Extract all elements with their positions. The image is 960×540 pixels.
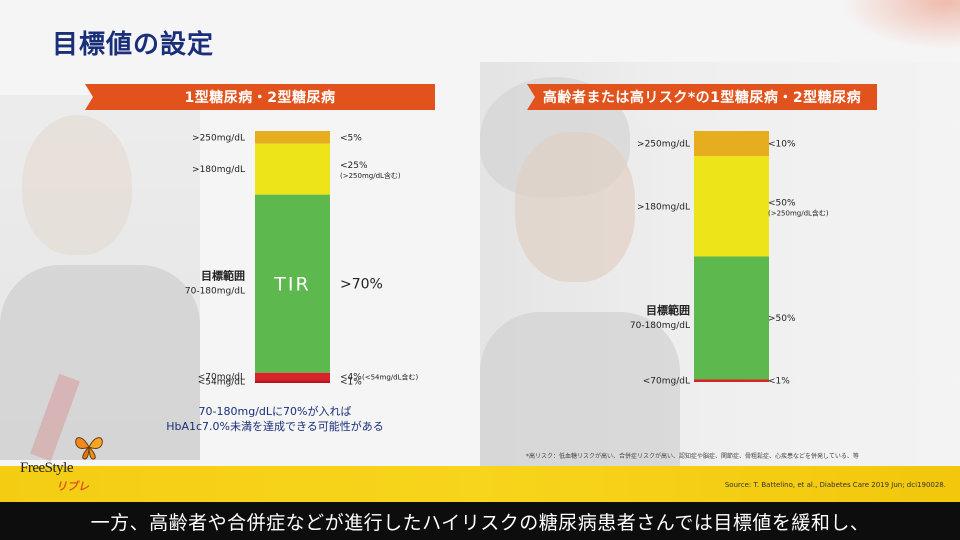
video-subtitle: 一方、高齢者や合併症などが進行したハイリスクの糖尿病患者さんでは目標値を緩和し、 xyxy=(0,502,960,540)
bar-segment-0-0 xyxy=(255,131,330,144)
bar-segment-0-1 xyxy=(255,143,330,195)
chart-left-title: 1型糖尿病・2型糖尿病 xyxy=(85,84,435,110)
bar-segment-1-3 xyxy=(694,379,769,382)
target-note-1-1: (>250mg/dL含む) xyxy=(768,208,829,217)
target-label-0-0: <5% xyxy=(340,133,362,143)
range-label-0-2: 目標範囲 xyxy=(201,269,245,283)
target-label-1-0: <10% xyxy=(768,140,796,150)
range-label-1-2: 目標範囲 xyxy=(646,303,690,317)
range-label-sub-0-2: 70-180mg/dL xyxy=(185,287,245,297)
target-label-0-4: <1% xyxy=(340,378,362,388)
range-label-1-3: <70mg/dL xyxy=(643,377,690,387)
range-label-0-3: <70mg/dL xyxy=(198,373,245,383)
range-label-0-1: >180mg/dL xyxy=(192,165,245,175)
bar-label-0-2: TIR xyxy=(273,274,310,296)
photo-face xyxy=(515,132,635,282)
target-label-1-1: <50% xyxy=(768,198,796,208)
tir-note-line2: HbA1c7.0%未満を達成できる可能性がある xyxy=(166,420,384,433)
page-title: 目標値の設定 xyxy=(52,30,215,60)
target-label-0-2: >70% xyxy=(340,277,383,293)
corner-glow xyxy=(840,0,960,50)
photo-suit xyxy=(0,265,200,460)
logo-subtext: リブレ xyxy=(56,480,89,493)
tir-note-line1: 70-180mg/dLに70%が入れば xyxy=(198,405,352,418)
footer-band xyxy=(0,466,960,502)
range-label-1-0: >250mg/dL xyxy=(637,140,690,150)
target-label-0-1: <25% xyxy=(340,161,368,171)
bar-segment-0-4 xyxy=(255,380,330,383)
high-risk-footnote: *高リスク：低血糖リスクが高い、合併症リスクが高い、認知症や脳症、関節症、骨粗鬆… xyxy=(526,453,859,460)
target-note-0-3: (<54mg/dL含む) xyxy=(362,373,418,382)
target-label-1-3: <1% xyxy=(768,377,790,387)
freestyle-libre-logo: FreeStyle リブレ xyxy=(20,437,103,493)
range-label-1-1: >180mg/dL xyxy=(637,202,690,212)
bar-segment-1-0 xyxy=(694,131,769,157)
photo-businessman xyxy=(0,95,200,462)
target-note-0-1: (>250mg/dL含む) xyxy=(340,171,401,180)
range-label-0-0: >250mg/dL xyxy=(192,133,245,143)
range-label-0-4: <54mg/dL xyxy=(198,378,245,388)
target-label-0-3: <4% xyxy=(340,373,362,383)
bar-segment-0-3 xyxy=(255,372,330,381)
bar-segment-0-2 xyxy=(255,194,330,373)
target-label-1-2: >50% xyxy=(768,314,796,324)
photo-head xyxy=(22,115,132,255)
range-label-sub-1-2: 70-180mg/dL xyxy=(630,321,690,331)
bar-segment-1-1 xyxy=(694,156,769,257)
logo-text: FreeStyle xyxy=(20,460,74,476)
bar-segment-1-2 xyxy=(694,256,769,380)
chart-right-title: 高齢者または高リスク*の1型糖尿病・2型糖尿病 xyxy=(527,84,877,110)
butterfly-icon xyxy=(75,437,103,460)
photo-body xyxy=(480,312,680,467)
tir-note: 70-180mg/dLに70%が入れば HbA1c7.0%未満を達成できる可能性… xyxy=(150,404,400,434)
source-citation: Source: T. Battelino, et al., Diabetes C… xyxy=(724,481,946,489)
